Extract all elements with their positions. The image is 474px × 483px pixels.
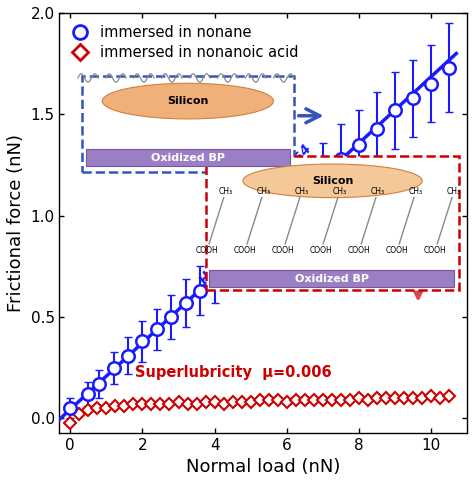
Text: CH₃: CH₃ (219, 186, 233, 196)
FancyBboxPatch shape (206, 156, 459, 290)
Text: CH₃: CH₃ (257, 186, 271, 196)
Text: High friction  μ=0.164: High friction μ=0.164 (197, 142, 314, 286)
Text: CH₃: CH₃ (295, 186, 309, 196)
Y-axis label: Frictional force (nN): Frictional force (nN) (7, 134, 25, 312)
Text: Superlubricity  μ=0.006: Superlubricity μ=0.006 (135, 365, 332, 380)
Text: CH₃: CH₃ (333, 186, 347, 196)
Text: COOH: COOH (386, 246, 409, 255)
Text: COOH: COOH (424, 246, 447, 255)
Legend: immersed in nonane, immersed in nonanoic acid: immersed in nonane, immersed in nonanoic… (67, 20, 303, 65)
Text: CH₃: CH₃ (371, 186, 385, 196)
Text: Oxidized BP: Oxidized BP (295, 273, 369, 284)
Text: COOH: COOH (234, 246, 256, 255)
Text: CH₃: CH₃ (447, 186, 461, 196)
Text: COOH: COOH (196, 246, 219, 255)
Text: COOH: COOH (348, 246, 371, 255)
Bar (86, 149, 290, 166)
Ellipse shape (243, 164, 422, 198)
X-axis label: Normal load (nN): Normal load (nN) (186, 458, 340, 476)
Text: COOH: COOH (310, 246, 333, 255)
Text: Silicon: Silicon (312, 176, 353, 186)
Bar (210, 270, 454, 287)
Text: Oxidized BP: Oxidized BP (151, 153, 225, 163)
Text: COOH: COOH (272, 246, 294, 255)
FancyBboxPatch shape (82, 76, 294, 172)
Ellipse shape (102, 83, 273, 119)
Text: Silicon: Silicon (167, 96, 209, 106)
Text: CH₃: CH₃ (409, 186, 423, 196)
